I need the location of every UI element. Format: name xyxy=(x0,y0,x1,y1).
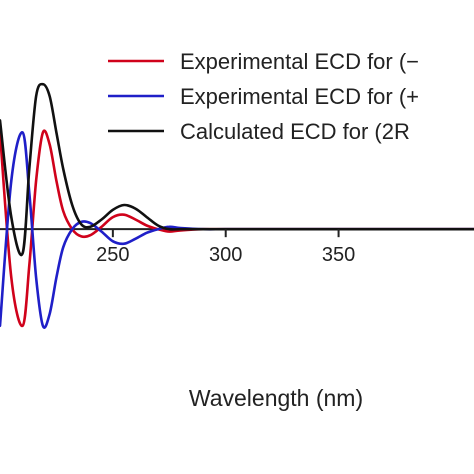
x-axis-title: Wavelength (nm) xyxy=(189,385,363,411)
legend: Experimental ECD for (− Experimental ECD … xyxy=(108,49,419,144)
series-line-3 xyxy=(0,82,474,257)
legend-label-2: Experimental ECD for (+ xyxy=(180,84,419,109)
series-layer xyxy=(0,82,474,329)
x-tick-label-250: 250 xyxy=(96,244,129,266)
legend-label-1: Experimental ECD for (− xyxy=(180,49,419,74)
x-tick-label-350: 350 xyxy=(322,244,355,266)
x-tick-label-300: 300 xyxy=(209,244,242,266)
x-axis-ticks: 250 300 350 xyxy=(96,229,355,266)
legend-label-3: Calculated ECD for (2R xyxy=(180,119,410,144)
